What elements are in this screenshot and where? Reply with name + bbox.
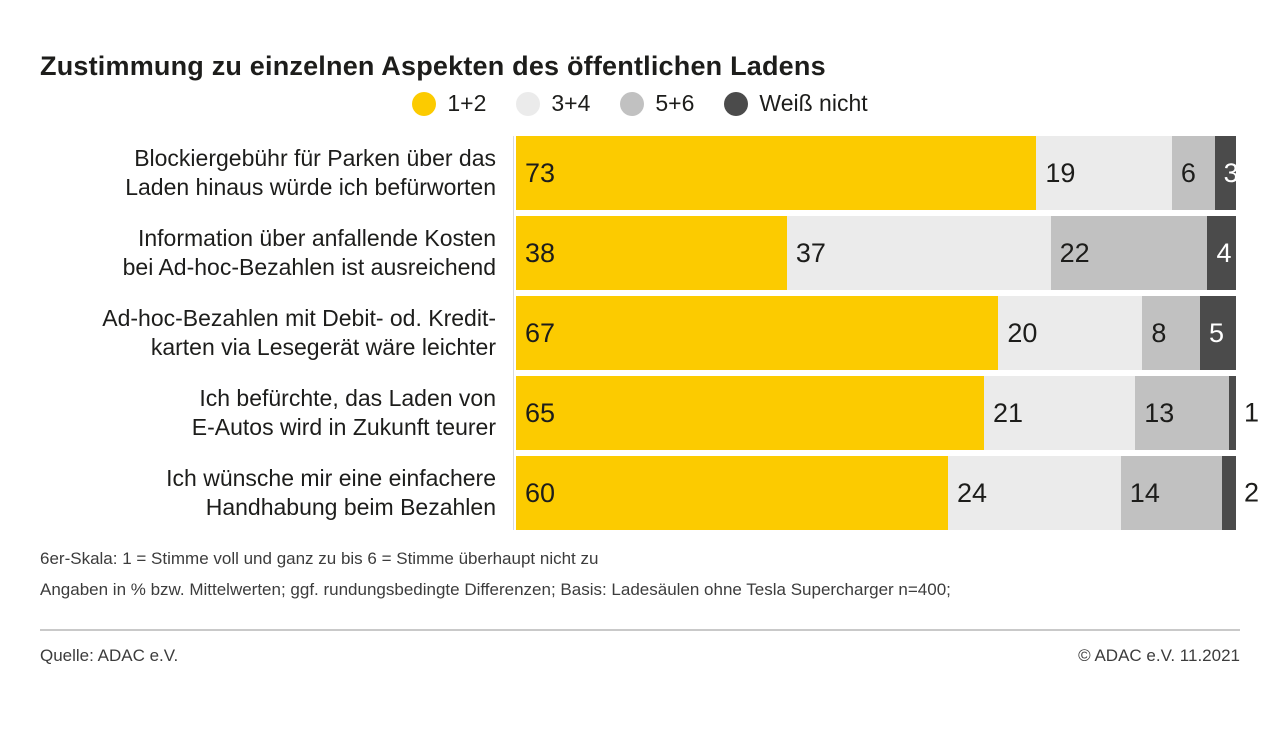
bar-segment xyxy=(1228,376,1236,450)
bar-segment xyxy=(1221,456,1236,530)
value-label: 37 xyxy=(795,237,826,268)
value-label: 19 xyxy=(1045,157,1076,188)
value-label: 67 xyxy=(525,317,556,348)
value-label: 20 xyxy=(1007,317,1038,348)
category-label: Ad-hoc-Bezahlen mit Debit- od. Kredit- k… xyxy=(40,296,516,370)
category-label-text: Information über anfallende Kosten bei A… xyxy=(122,225,496,280)
category-label: Information über anfallende Kosten bei A… xyxy=(40,216,516,290)
bar-segment: 8 xyxy=(1142,296,1200,370)
value-label: 1 xyxy=(1244,397,1260,428)
value-label: 5 xyxy=(1208,317,1225,348)
stacked-bar: 60 24 14 2 xyxy=(516,456,1259,530)
legend-swatch-icon xyxy=(412,91,437,116)
category-label: Ich befürchte, das Laden von E-Autos wir… xyxy=(40,376,516,450)
category-label-text: Ich wünsche mir eine einfachere Handhabu… xyxy=(166,465,496,520)
source-text: Quelle: ADAC e.V. xyxy=(40,646,179,665)
stacked-bar: 65 21 13 1 xyxy=(516,376,1259,450)
bar-segment: 24 xyxy=(948,456,1121,530)
value-label: 38 xyxy=(525,237,556,268)
category-label-text: Blockiergebühr für Parken über das Laden… xyxy=(125,145,496,200)
bar-segment: 21 xyxy=(984,376,1136,450)
legend-swatch-icon xyxy=(516,91,541,116)
value-label: 65 xyxy=(525,397,556,428)
value-label: 13 xyxy=(1144,397,1175,428)
footnote-scale: 6er-Skala: 1 = Stimme voll und ganz zu b… xyxy=(40,549,599,568)
legend-label: 1+2 xyxy=(447,90,487,116)
chart-row: Ich befürchte, das Laden von E-Autos wir… xyxy=(40,376,1259,450)
legend-item: 1+2 xyxy=(412,90,486,117)
bar-segment: 3 xyxy=(1214,136,1239,210)
legend-swatch-icon xyxy=(620,91,645,116)
legend-item: 5+6 xyxy=(620,90,694,117)
legend: 1+2 3+4 5+6 Weiß nicht xyxy=(0,90,1280,117)
value-label: 8 xyxy=(1151,317,1167,348)
bar-segment: 19 xyxy=(1036,136,1172,210)
value-label: 21 xyxy=(993,397,1024,428)
chart-row: Information über anfallende Kosten bei A… xyxy=(40,216,1240,290)
bar-segment: 73 xyxy=(516,136,1037,210)
legend-label: 5+6 xyxy=(655,90,695,116)
value-label: 3 xyxy=(1223,157,1239,188)
value-label: 2 xyxy=(1244,477,1260,508)
legend-item: 3+4 xyxy=(516,90,590,117)
bar-segment: 20 xyxy=(998,296,1143,370)
bar-segment: 60 xyxy=(516,456,948,530)
value-label: 4 xyxy=(1216,237,1232,268)
legend-swatch-icon xyxy=(724,91,749,116)
chart-title: Zustimmung zu einzelnen Aspekten des öff… xyxy=(40,51,826,82)
chart-row: Blockiergebühr für Parken über das Laden… xyxy=(40,136,1240,210)
stacked-bar: 73 19 6 3 xyxy=(516,136,1239,210)
value-label: 73 xyxy=(525,157,556,188)
bar-segment: 65 xyxy=(516,376,984,450)
stacked-bar: 38 37 22 4 xyxy=(516,216,1236,290)
value-label: 22 xyxy=(1059,237,1090,268)
bar-segment: 67 xyxy=(516,296,999,370)
value-label: 6 xyxy=(1180,157,1196,188)
stacked-bar: 67 20 8 5 xyxy=(516,296,1236,370)
legend-label: 3+4 xyxy=(551,90,591,116)
bar-segment: 5 xyxy=(1199,296,1236,370)
chart-row: Ad-hoc-Bezahlen mit Debit- od. Kredit- k… xyxy=(40,296,1240,370)
value-label: 24 xyxy=(957,477,988,508)
bar-segment: 13 xyxy=(1135,376,1229,450)
footer-divider xyxy=(40,629,1240,631)
legend-item: Weiß nicht xyxy=(724,90,868,117)
bar-segment: 22 xyxy=(1050,216,1208,290)
bar-segment: 38 xyxy=(516,216,787,290)
chart-rows: Blockiergebühr für Parken über das Laden… xyxy=(40,136,1259,530)
value-label: 60 xyxy=(525,477,556,508)
bar-segment: 14 xyxy=(1120,456,1222,530)
chart-row: Ich wünsche mir eine einfachere Handhabu… xyxy=(40,456,1259,530)
category-label: Ich wünsche mir eine einfachere Handhabu… xyxy=(40,456,516,530)
bar-segment: 37 xyxy=(786,216,1051,290)
value-label: 14 xyxy=(1129,477,1160,508)
category-label-text: Ad-hoc-Bezahlen mit Debit- od. Kredit- k… xyxy=(102,305,496,360)
footnote-basis: Angaben in % bzw. Mittelwerten; ggf. run… xyxy=(40,580,951,599)
bar-segment: 4 xyxy=(1207,216,1236,290)
category-label-text: Ich befürchte, das Laden von E-Autos wir… xyxy=(191,385,496,440)
bar-segment: 6 xyxy=(1171,136,1215,210)
copyright-text: © ADAC e.V. 11.2021 xyxy=(1078,646,1240,665)
category-label: Blockiergebühr für Parken über das Laden… xyxy=(40,136,516,210)
legend-label: Weiß nicht xyxy=(759,90,868,116)
